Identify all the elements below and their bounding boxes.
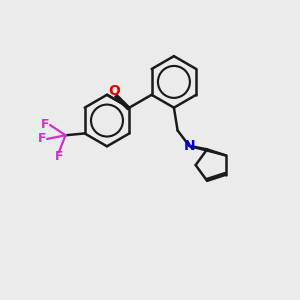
Text: N: N: [184, 139, 195, 153]
Text: O: O: [108, 85, 120, 98]
Text: F: F: [41, 118, 50, 131]
Text: F: F: [38, 133, 46, 146]
Text: F: F: [55, 151, 63, 164]
